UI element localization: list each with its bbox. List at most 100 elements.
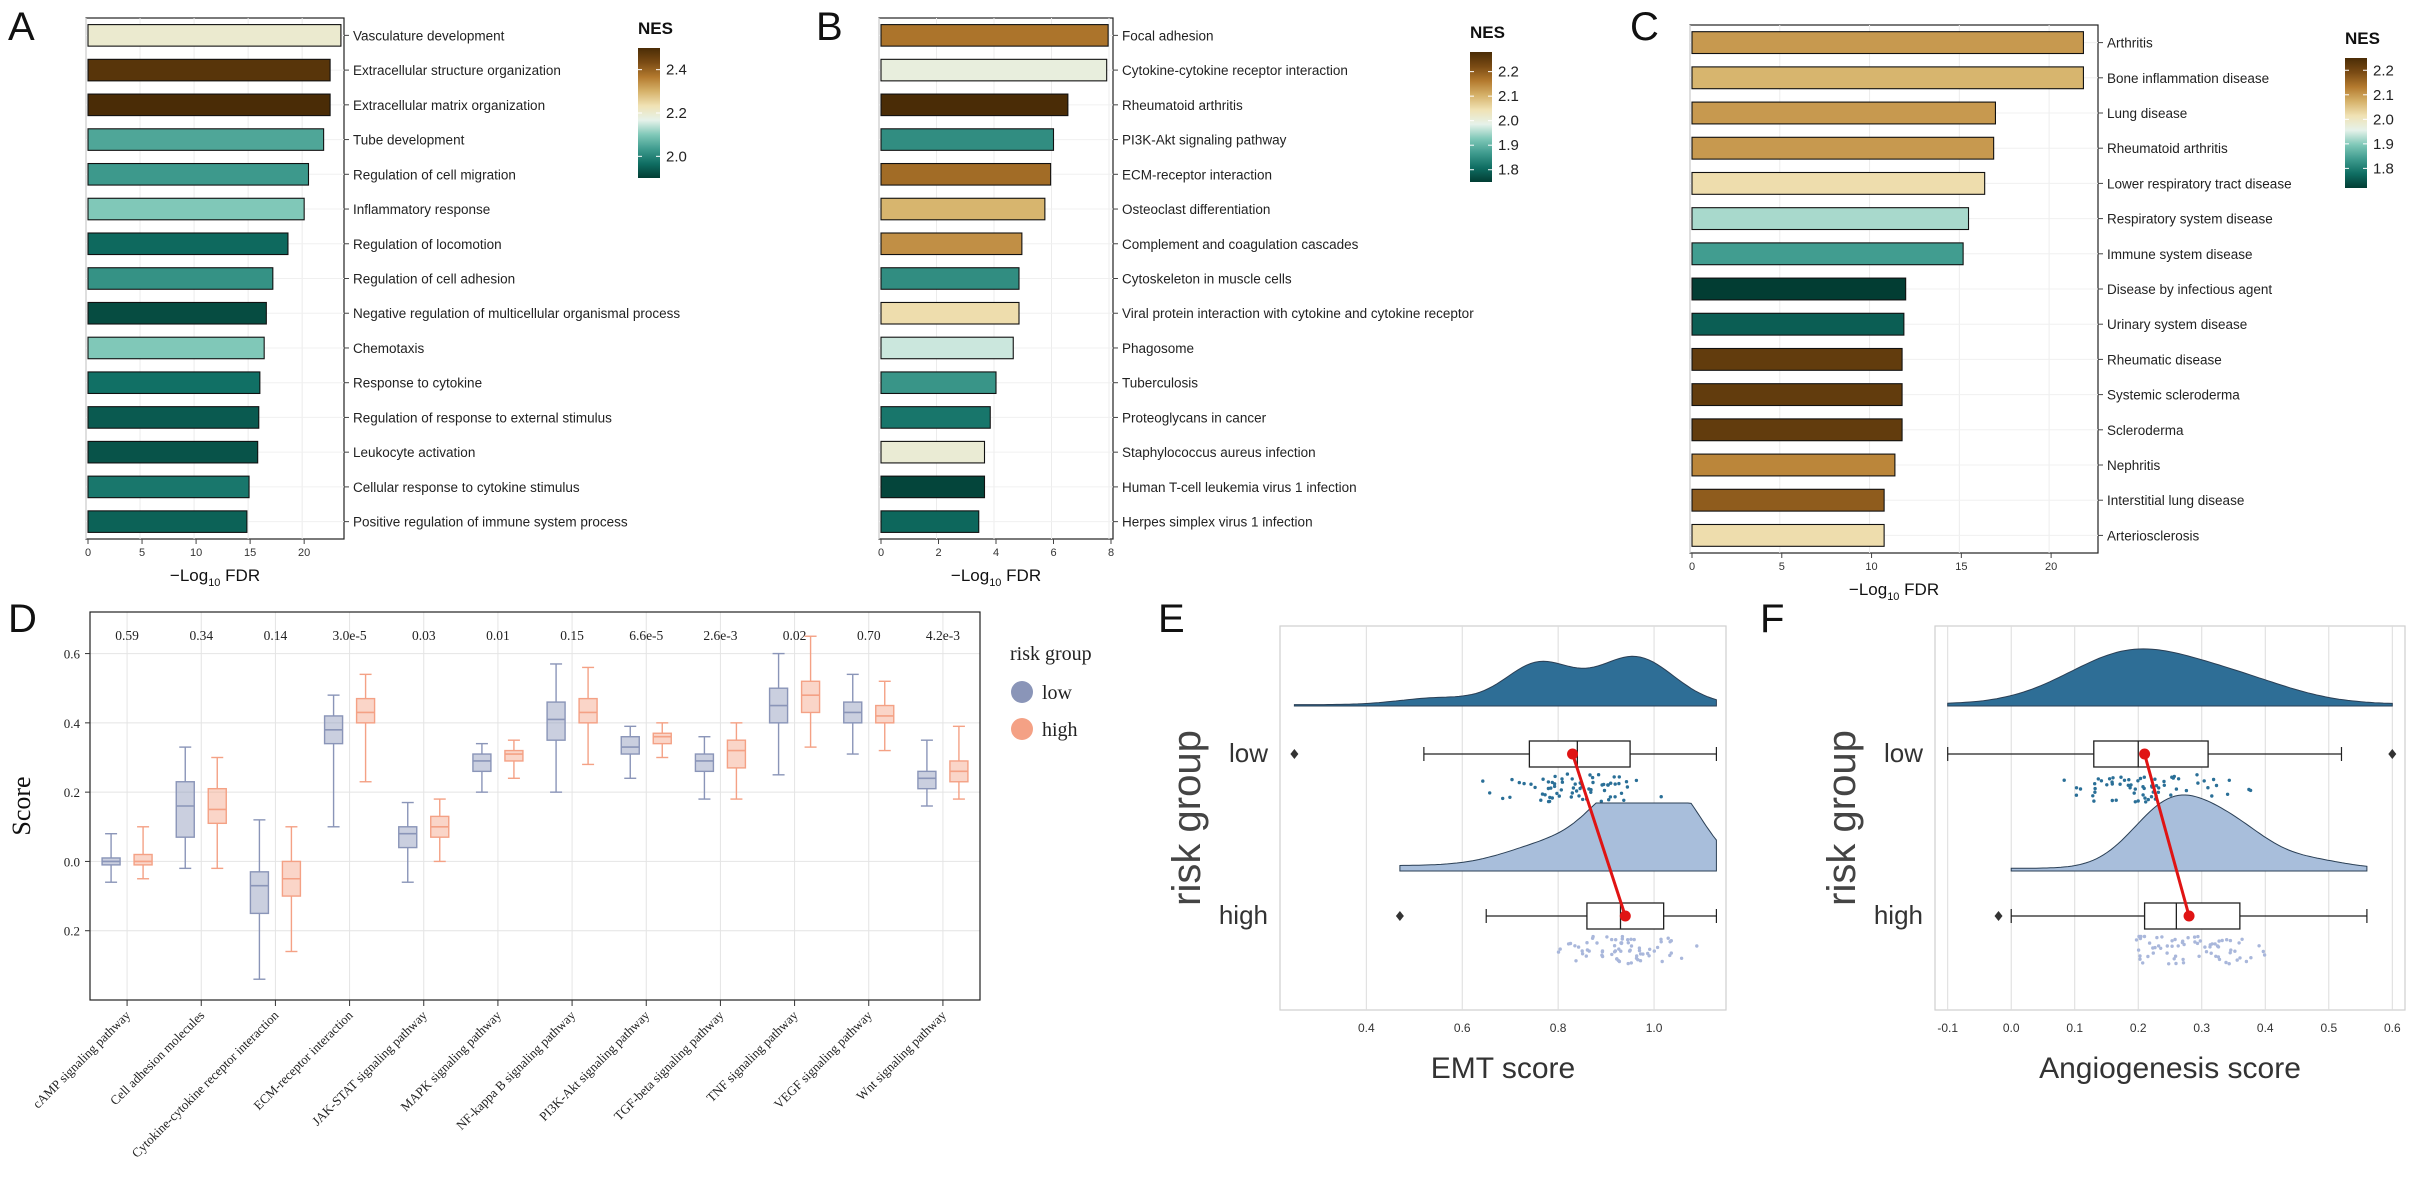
legend-title: NES: [638, 19, 673, 38]
data-point: [2176, 777, 2181, 781]
box-low: [323, 694, 344, 828]
data-point: [1668, 940, 1672, 944]
x-tick-label: 10: [190, 547, 202, 559]
data-point: [1668, 953, 1672, 958]
data-point: [2143, 796, 2147, 800]
x-tick-label: 2: [935, 547, 941, 559]
data-point: [2224, 960, 2228, 965]
bar: [87, 336, 265, 360]
data-point: [2244, 959, 2249, 964]
box-low: [843, 673, 863, 755]
data-point: [2235, 958, 2239, 962]
panel-label-B: B: [816, 5, 843, 49]
data-point: [1660, 959, 1664, 964]
data-point: [2204, 950, 2209, 954]
y-tick-label: 0.2: [64, 924, 80, 939]
data-point: [2155, 935, 2159, 940]
data-point: [2142, 786, 2146, 791]
data-point: [2119, 775, 2123, 779]
x-axis-label-prefix: −Log: [170, 566, 208, 585]
data-point: [2173, 937, 2177, 942]
data-point: [2162, 779, 2166, 784]
data-point: [2138, 954, 2142, 958]
category-label: Cytoskeleton in muscle cells: [1122, 272, 1292, 287]
x-tick-label: 10: [1865, 561, 1877, 573]
bar: [1691, 312, 1905, 336]
data-point: [2139, 934, 2143, 939]
data-point: [1625, 785, 1630, 789]
box-body: [2093, 740, 2209, 768]
box-high: [652, 722, 672, 759]
p-value-label: 0.15: [560, 628, 584, 643]
data-point: [2197, 954, 2201, 958]
data-point: [1589, 790, 1593, 794]
data-point: [2248, 788, 2253, 793]
x-tick-label: 15: [1955, 561, 1967, 573]
data-point: [2174, 961, 2178, 966]
data-point: [1619, 941, 1624, 946]
box-body: [620, 736, 640, 755]
x-tick-label: 0.6: [2384, 1021, 2401, 1035]
data-point: [1624, 780, 1629, 784]
p-value-label: 0.14: [264, 628, 288, 643]
data-point: [1574, 959, 1578, 963]
data-point: [2093, 782, 2097, 786]
x-tick-label: 8: [1108, 547, 1114, 559]
data-point: [2196, 934, 2200, 939]
data-point: [2206, 786, 2210, 790]
category-label: Chemotaxis: [353, 341, 425, 356]
box-low: [175, 746, 195, 870]
x-tick-label: 0.8: [1550, 1021, 1567, 1035]
data-point: [2147, 941, 2152, 945]
box-low: [768, 652, 789, 776]
legend-tick-label: 2.1: [1498, 88, 1519, 105]
x-tick-label: -0.1: [1937, 1021, 1958, 1035]
panel-label-A: A: [8, 5, 35, 49]
data-point: [1556, 950, 1561, 954]
data-point: [2210, 794, 2214, 798]
data-point: [1570, 791, 1575, 795]
data-point: [1629, 944, 1634, 948]
data-point: [1606, 783, 1610, 787]
box-body: [800, 680, 821, 714]
bar: [87, 58, 331, 82]
x-axis-label: −Log10 FDR: [951, 566, 1041, 589]
panel-label-F: F: [1760, 597, 1784, 641]
data-point: [1546, 780, 1551, 784]
data-point: [1619, 791, 1624, 795]
data-point: [2193, 940, 2197, 944]
x-tick-label: 5: [1779, 561, 1785, 573]
bar: [87, 371, 261, 395]
group-label: high: [1219, 900, 1268, 930]
box-body: [133, 853, 153, 866]
legend-tick-label: 2.2: [1498, 64, 1519, 81]
data-point: [2093, 786, 2097, 791]
data-point: [2159, 946, 2163, 950]
data-point: [1613, 949, 1618, 953]
bar: [1691, 101, 1996, 125]
outlier-marker: [1290, 749, 1299, 759]
category-label: Osteoclast differentiation: [1122, 202, 1270, 217]
data-point: [2134, 938, 2139, 942]
x-axis-label-prefix: −Log: [1849, 580, 1887, 599]
data-point: [2208, 945, 2212, 949]
bar: [880, 301, 1020, 325]
data-point: [2126, 783, 2130, 787]
category-label: Cellular response to cytokine stimulus: [353, 480, 580, 495]
legend-tick-label: 2.0: [666, 148, 687, 165]
data-point: [2074, 793, 2079, 797]
category-label: Tuberculosis: [1122, 376, 1198, 391]
data-point: [2093, 790, 2097, 794]
bar: [1691, 171, 1986, 195]
data-point: [1634, 778, 1639, 783]
box-low: [620, 725, 640, 779]
group-low: low: [1229, 655, 1718, 804]
bar: [880, 475, 986, 499]
y-tick-label: 0.6: [64, 647, 81, 662]
data-point: [1590, 936, 1595, 940]
group-label: low: [1884, 738, 1923, 768]
x-axis-label-suffix: FDR: [1001, 566, 1041, 585]
x-axis-label-subscript: 10: [1887, 591, 1899, 603]
plot-frame: [89, 611, 981, 1001]
data-point: [1574, 789, 1579, 793]
